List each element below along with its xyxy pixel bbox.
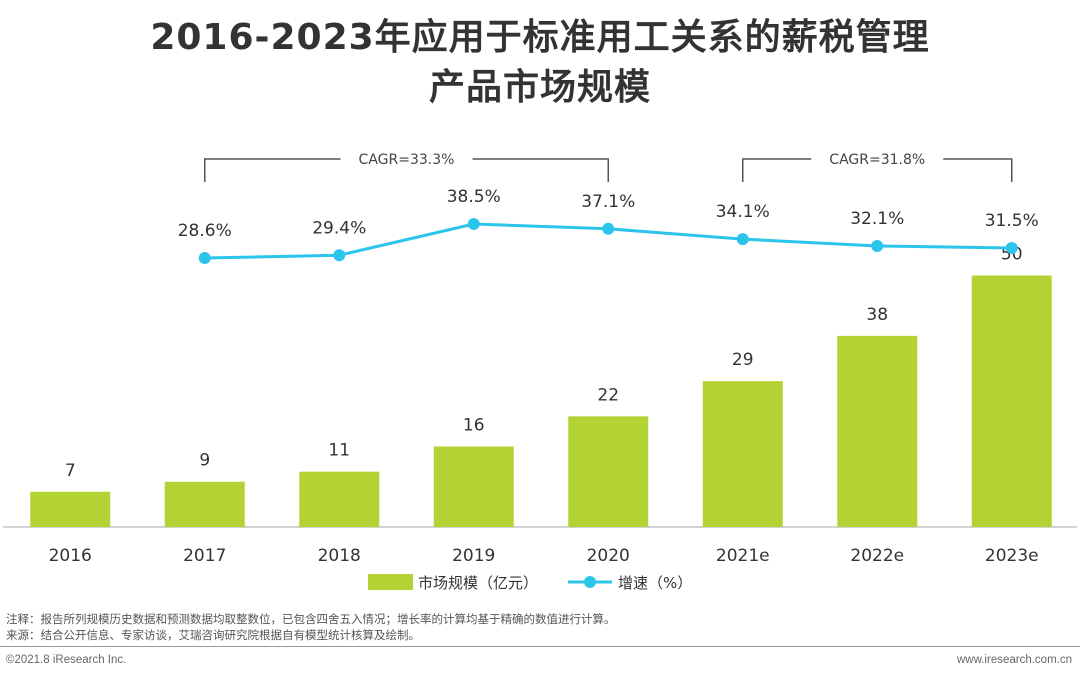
bar-value-label-2020: 22 xyxy=(597,385,619,405)
bar-2021e xyxy=(702,381,783,527)
growth-point-2021e xyxy=(736,233,749,246)
bar-value-label-2022e: 38 xyxy=(866,305,888,325)
copyright-text: ©2021.8 iResearch Inc. xyxy=(6,654,127,666)
growth-point-2022e xyxy=(871,239,884,252)
legend-swatch-bars xyxy=(368,574,413,590)
chart-note: 注释：报告所列规模历史数据和预测数据均取整数位，已包含四舍五入情况；增长率的计算… xyxy=(6,612,616,626)
x-tick-label-2023e: 2023e xyxy=(985,546,1039,566)
website-text: www.iresearch.com.cn xyxy=(956,654,1072,666)
growth-point-2019 xyxy=(467,218,480,230)
cagr-bracket-1 xyxy=(204,158,609,182)
growth-value-label-2020: 37.1% xyxy=(581,192,635,212)
x-tick-label-2021e: 2021e xyxy=(716,546,770,566)
x-tick-label-2018: 2018 xyxy=(318,546,361,566)
chart-source: 来源：结合公开信息、专家访谈，艾瑞咨询研究院根据自有模型统计核算及绘制。 xyxy=(6,628,420,642)
chart-title-line2: 产品市场规模 xyxy=(428,67,651,108)
x-tick-label-2017: 2017 xyxy=(183,546,226,566)
growth-value-label-2018: 29.4% xyxy=(312,218,366,238)
legend-swatch-marker xyxy=(584,576,596,588)
growth-point-2018 xyxy=(333,249,346,262)
bar-2022e xyxy=(837,335,918,527)
bar-2023e xyxy=(971,275,1052,527)
growth-value-label-2017: 28.6% xyxy=(178,221,232,241)
bar-value-label-2016: 7 xyxy=(65,461,76,481)
cagr-label-2: CAGR=31.8% xyxy=(829,152,925,168)
cagr-label-1: CAGR=33.3% xyxy=(359,152,455,168)
cagr-bracket-2 xyxy=(742,158,1013,182)
chart-title-line1: 2016-2023年应用于标准用工关系的薪税管理 xyxy=(150,17,930,58)
x-tick-label-2020: 2020 xyxy=(587,546,630,566)
x-tick-label-2016: 2016 xyxy=(49,546,92,566)
legend-label-bars: 市场规模（亿元） xyxy=(418,574,538,592)
bar-2020 xyxy=(568,416,649,527)
bar-value-label-2017: 9 xyxy=(199,451,210,471)
x-tick-label-2022e: 2022e xyxy=(850,546,904,566)
growth-value-label-2021e: 34.1% xyxy=(716,202,770,222)
growth-point-2017 xyxy=(198,252,211,264)
x-tick-label-2019: 2019 xyxy=(452,546,495,566)
growth-point-2020 xyxy=(602,222,615,235)
bar-value-label-2018: 11 xyxy=(328,441,350,461)
bar-2018 xyxy=(299,471,380,527)
bar-2017 xyxy=(164,481,245,527)
legend-label-line: 增速（%） xyxy=(618,574,692,592)
bar-value-label-2021e: 29 xyxy=(732,350,754,370)
growth-point-2023e xyxy=(1005,242,1018,255)
bar-value-label-2019: 16 xyxy=(463,416,485,436)
growth-value-label-2023e: 31.5% xyxy=(985,211,1039,231)
bar-2019 xyxy=(433,446,514,527)
growth-value-label-2022e: 32.1% xyxy=(850,209,904,229)
growth-value-label-2019: 38.5% xyxy=(447,187,501,207)
chart: 7 2016 9 2017 11 2018 16 2019 22 2020 29 2021e 38 202… xyxy=(3,152,1077,592)
bar-2016 xyxy=(30,491,111,527)
footer-divider xyxy=(0,646,1080,647)
